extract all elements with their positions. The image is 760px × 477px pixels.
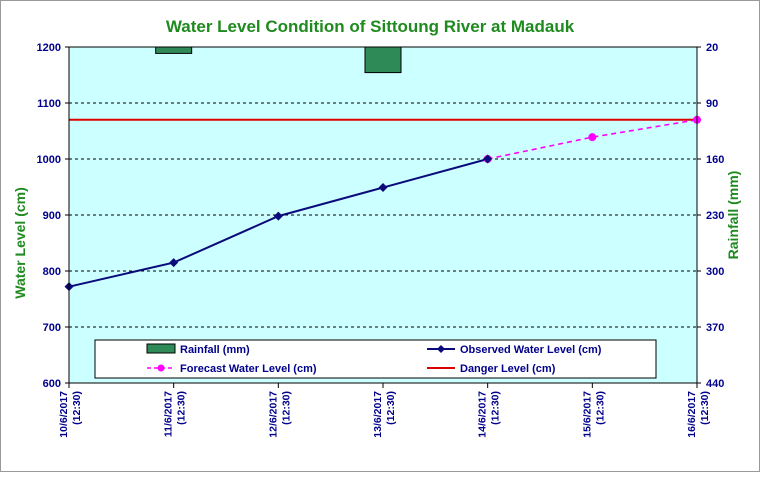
x-axis-tick-label-group: 16/6/2017 (12:30) <box>686 391 711 438</box>
legend-label: Danger Level (cm) <box>460 363 556 375</box>
x-axis-tick-label-group: 12/6/2017 (12:30) <box>267 391 292 438</box>
right-axis-tick-label: 20 <box>706 42 718 54</box>
right-axis-tick-label: 90 <box>706 98 718 110</box>
legend-label: Observed Water Level (cm) <box>460 344 602 356</box>
left-axis-tick-label: 600 <box>43 378 61 390</box>
x-axis-time-label: (12:30) <box>280 391 292 425</box>
observed-point <box>378 183 388 193</box>
forecast-point <box>588 133 597 142</box>
legend-label: Rainfall (mm) <box>180 344 250 356</box>
right-axis-label: Rainfall (mm) <box>725 171 741 260</box>
right-axis-tick-label: 300 <box>706 266 724 278</box>
x-axis-time-label: (12:30) <box>71 391 83 425</box>
observed-point <box>483 154 493 164</box>
x-axis-date-label: 13/6/2017 <box>372 391 384 438</box>
left-axis-tick-label: 1000 <box>37 154 61 166</box>
chart-title: Water Level Condition of Sittoung River … <box>166 17 575 36</box>
x-axis-date-label: 14/6/2017 <box>477 391 489 438</box>
right-axis-tick-label: 160 <box>706 154 724 166</box>
rainfall-bar <box>155 46 193 54</box>
x-axis-time-label: (12:30) <box>385 391 397 425</box>
observed-point <box>169 258 179 268</box>
x-axis-date-label: 12/6/2017 <box>267 391 279 438</box>
legend-label: Forecast Water Level (cm) <box>180 363 317 375</box>
legend-marker-observed <box>437 345 445 353</box>
observed-point <box>273 211 283 221</box>
rainfall-bar <box>364 46 402 74</box>
legend-box <box>94 339 657 379</box>
left-axis-tick-label: 1200 <box>37 42 61 54</box>
left-axis-label: Water Level (cm) <box>12 187 28 299</box>
x-axis-time-label: (12:30) <box>176 391 188 425</box>
x-axis-date-label: 11/6/2017 <box>163 391 175 437</box>
x-axis-date-label: 15/6/2017 <box>581 391 593 438</box>
x-axis-tick-label-group: 14/6/2017 (12:30) <box>477 391 502 438</box>
right-axis-tick-label: 370 <box>706 322 724 334</box>
right-axis-tick-label: 230 <box>706 210 724 222</box>
x-axis-date-label: 10/6/2017 <box>58 391 70 438</box>
x-axis-tick-label-group: 10/6/2017 (12:30) <box>58 391 83 438</box>
right-axis-tick-label: 440 <box>706 378 724 390</box>
left-axis-tick-label: 800 <box>43 266 61 278</box>
x-axis-time-label: (12:30) <box>490 391 502 425</box>
x-axis-time-label: (12:30) <box>594 391 606 425</box>
left-axis-tick-label: 900 <box>43 210 61 222</box>
x-axis-tick-label-group: 11/6/2017 (12:30) <box>163 391 188 437</box>
left-axis-tick-label: 1100 <box>37 98 61 110</box>
left-axis-tick-label: 700 <box>43 322 61 334</box>
x-axis-date-label: 16/6/2017 <box>686 391 698 438</box>
x-axis-tick-label-group: 13/6/2017 (12:30) <box>372 391 397 438</box>
x-axis-tick-label-group: 15/6/2017 (12:30) <box>581 391 606 438</box>
x-axis-time-label: (12:30) <box>699 391 711 425</box>
legend-marker-forecast <box>157 364 165 372</box>
legend-swatch-rainfall <box>146 343 176 354</box>
